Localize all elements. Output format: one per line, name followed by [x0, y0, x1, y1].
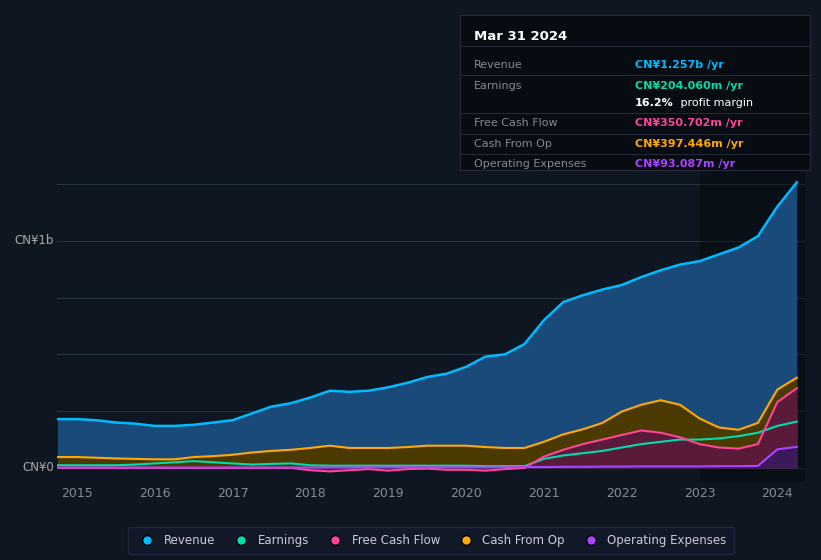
Text: CN¥93.087m /yr: CN¥93.087m /yr [635, 159, 736, 169]
Text: CN¥204.060m /yr: CN¥204.060m /yr [635, 81, 743, 91]
Text: profit margin: profit margin [677, 99, 753, 108]
Text: Operating Expenses: Operating Expenses [474, 159, 586, 169]
Text: 16.2%: 16.2% [635, 99, 674, 108]
Text: CN¥0: CN¥0 [22, 461, 53, 474]
Text: CN¥397.446m /yr: CN¥397.446m /yr [635, 139, 744, 148]
Text: CN¥1b: CN¥1b [14, 234, 53, 247]
Legend: Revenue, Earnings, Free Cash Flow, Cash From Op, Operating Expenses: Revenue, Earnings, Free Cash Flow, Cash … [128, 527, 734, 554]
Bar [699, 168, 805, 482]
Text: Cash From Op: Cash From Op [474, 139, 552, 148]
Text: CN¥1.257b /yr: CN¥1.257b /yr [635, 59, 724, 69]
Text: CN¥350.702m /yr: CN¥350.702m /yr [635, 119, 743, 128]
Text: Earnings: Earnings [474, 81, 522, 91]
Text: Free Cash Flow: Free Cash Flow [474, 119, 557, 128]
Text: Revenue: Revenue [474, 59, 523, 69]
Text: Mar 31 2024: Mar 31 2024 [474, 30, 567, 44]
